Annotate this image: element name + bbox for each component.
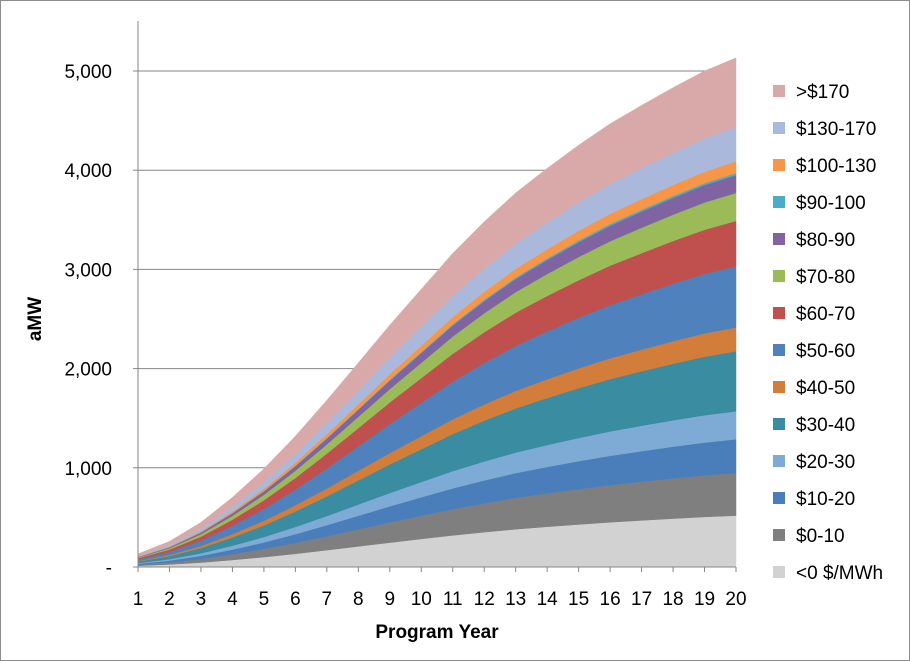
x-axis-title: Program Year: [375, 622, 499, 643]
legend-item: $20-30: [773, 452, 855, 473]
area-13: [137, 57, 737, 557]
legend-swatch: [773, 307, 785, 319]
y-tick-label: 4,000: [64, 161, 112, 182]
x-tick-label: 1: [133, 589, 144, 610]
legend-item: $90-100: [773, 193, 866, 214]
legend-item: $30-40: [773, 415, 855, 436]
legend-item: $100-130: [773, 156, 876, 177]
legend-swatch: [773, 85, 785, 97]
x-tick-label: 12: [474, 589, 495, 610]
area-series: [137, 57, 737, 568]
x-tick-label: 17: [631, 589, 652, 610]
legend-item: $40-50: [773, 378, 855, 399]
x-tick-label: 19: [694, 589, 715, 610]
legend-label: $40-50: [796, 378, 855, 399]
legend-item: <0 $/MWh: [773, 563, 883, 584]
legend-label: <0 $/MWh: [796, 563, 883, 584]
x-tick-label: 16: [600, 589, 621, 610]
legend-label: $0-10: [796, 526, 845, 547]
legend-label: $100-130: [796, 156, 876, 177]
y-tick-label: 1,000: [64, 459, 112, 480]
x-tick-label: 14: [537, 589, 559, 610]
legend-item: $10-20: [773, 489, 855, 510]
x-tick-label: 18: [662, 589, 683, 610]
y-axis-title: aMW: [25, 297, 46, 341]
x-tick-label: 4: [227, 589, 238, 610]
x-tick-label: 10: [411, 589, 432, 610]
legend-item: $130-170: [773, 119, 876, 140]
legend-label: >$170: [796, 82, 849, 103]
y-tick-label: 2,000: [64, 360, 112, 381]
x-tick-labels: 1 2 3 4 5 6 7 8 9 10 11 12 13 14 15 16 17 18 19 20: [133, 589, 747, 610]
x-tick-label: 9: [385, 589, 396, 610]
legend-swatch: [773, 492, 785, 504]
x-tick-label: 13: [505, 589, 526, 610]
legend-swatch: [773, 418, 785, 430]
legend-item: $50-60: [773, 341, 855, 362]
legend-label: $30-40: [796, 415, 855, 436]
legend-swatch: [773, 344, 785, 356]
x-tick-label: 5: [259, 589, 270, 610]
legend-label: $90-100: [796, 193, 866, 214]
y-tick-label: 5,000: [64, 62, 112, 83]
x-tick-label: 11: [443, 589, 463, 610]
legend-item: $80-90: [773, 230, 855, 251]
legend-swatch: [773, 566, 785, 578]
x-tick-label: 7: [322, 589, 333, 610]
legend-item: $0-10: [773, 526, 845, 547]
legend-item: >$170: [773, 82, 849, 103]
legend-swatch: [773, 455, 785, 467]
x-tick-label: 8: [353, 589, 364, 610]
legend-label: $80-90: [796, 230, 855, 251]
legend-swatch: [773, 270, 785, 282]
y-tick-label: -: [106, 558, 112, 579]
axes: [133, 21, 737, 572]
legend-label: $60-70: [796, 304, 855, 325]
x-tick-label: 20: [725, 589, 746, 610]
legend-swatch: [773, 159, 785, 171]
legend-label: $130-170: [796, 119, 876, 140]
y-tick-label: 3,000: [64, 260, 112, 281]
legend-swatch: [773, 233, 785, 245]
legend-swatch: [773, 381, 785, 393]
x-tick-label: 3: [196, 589, 207, 610]
legend-swatch: [773, 196, 785, 208]
y-tick-labels: - 1,000 2,000 3,000 4,000 5,000: [64, 62, 112, 579]
legend-item: $60-70: [773, 304, 855, 325]
legend-swatch: [773, 529, 785, 541]
legend-label: $70-80: [796, 267, 855, 288]
x-tick-label: 6: [290, 589, 301, 610]
legend-label: $20-30: [796, 452, 855, 473]
x-tick-label: 15: [568, 589, 589, 610]
x-tick-label: 2: [164, 589, 175, 610]
legend-swatch: [773, 122, 785, 134]
legend-label: $50-60: [796, 341, 855, 362]
legend-item: $70-80: [773, 267, 855, 288]
legend: >$170 $130-170 $100-130 $90-100 $80-90 $70-80…: [773, 82, 883, 584]
legend-label: $10-20: [796, 489, 855, 510]
